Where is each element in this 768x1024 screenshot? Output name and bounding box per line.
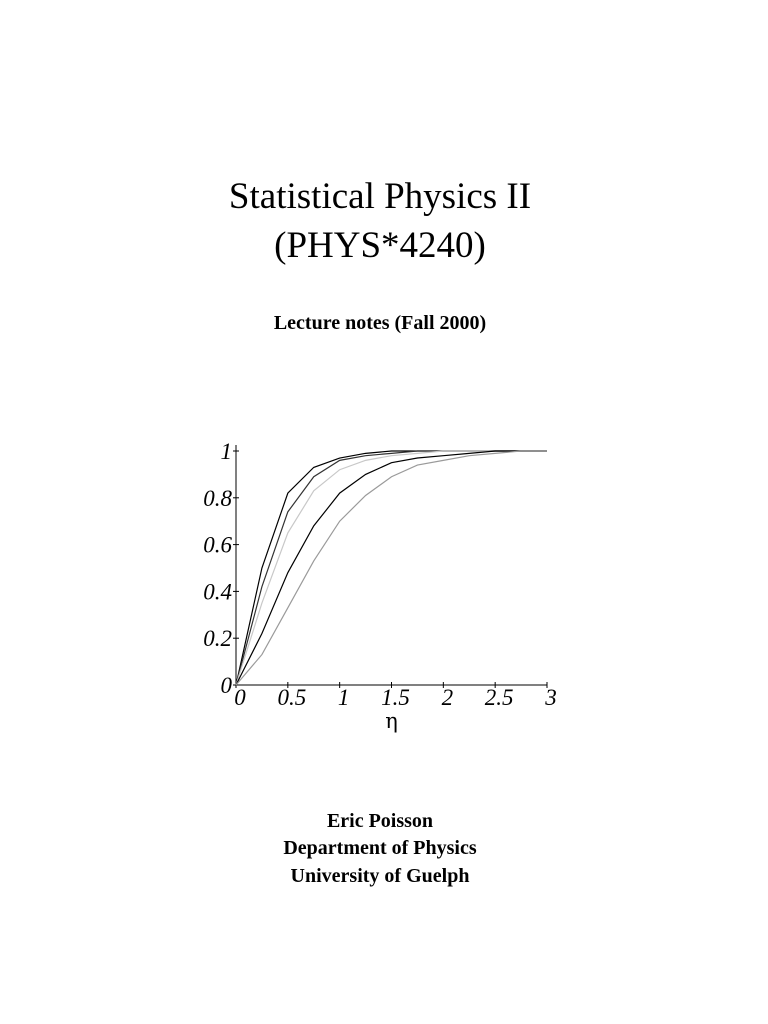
y-tick-label: 0.6 [203, 533, 232, 558]
department: Department of Physics [283, 837, 477, 859]
x-tick-label: 3 [544, 685, 557, 710]
line-series [235, 450, 547, 686]
y-tick-label: 0.4 [203, 579, 232, 604]
x-tick-label: 1.5 [381, 685, 410, 710]
x-tick-label: 1 [338, 685, 350, 710]
x-tick-label: 0.5 [277, 685, 306, 710]
chart: 0 0.2 0.4 0.6 0.8 1 0 0.5 1 1.5 2 2.5 3 η [203, 439, 557, 733]
title: Statistical Physics II [229, 176, 531, 217]
y-tick-label: 0.2 [203, 626, 232, 651]
author: Eric Poisson [327, 810, 433, 832]
x-tick-label: 2 [442, 685, 454, 710]
line-series [235, 450, 547, 686]
y-tick-label: 0.8 [203, 486, 232, 511]
x-tick-label: 2.5 [485, 685, 514, 710]
university: University of Guelph [291, 865, 470, 887]
title: (PHYS*4240) [274, 225, 486, 266]
x-axis-label: η [385, 709, 398, 733]
y-tick-label: 1 [221, 439, 233, 464]
line-series [235, 450, 547, 686]
line-series [235, 450, 547, 686]
subtitle: Lecture notes (Fall 2000) [274, 312, 486, 334]
y-tick-label: 0 [221, 673, 233, 698]
line-series [235, 450, 547, 686]
x-tick-label: 0 [234, 685, 246, 710]
